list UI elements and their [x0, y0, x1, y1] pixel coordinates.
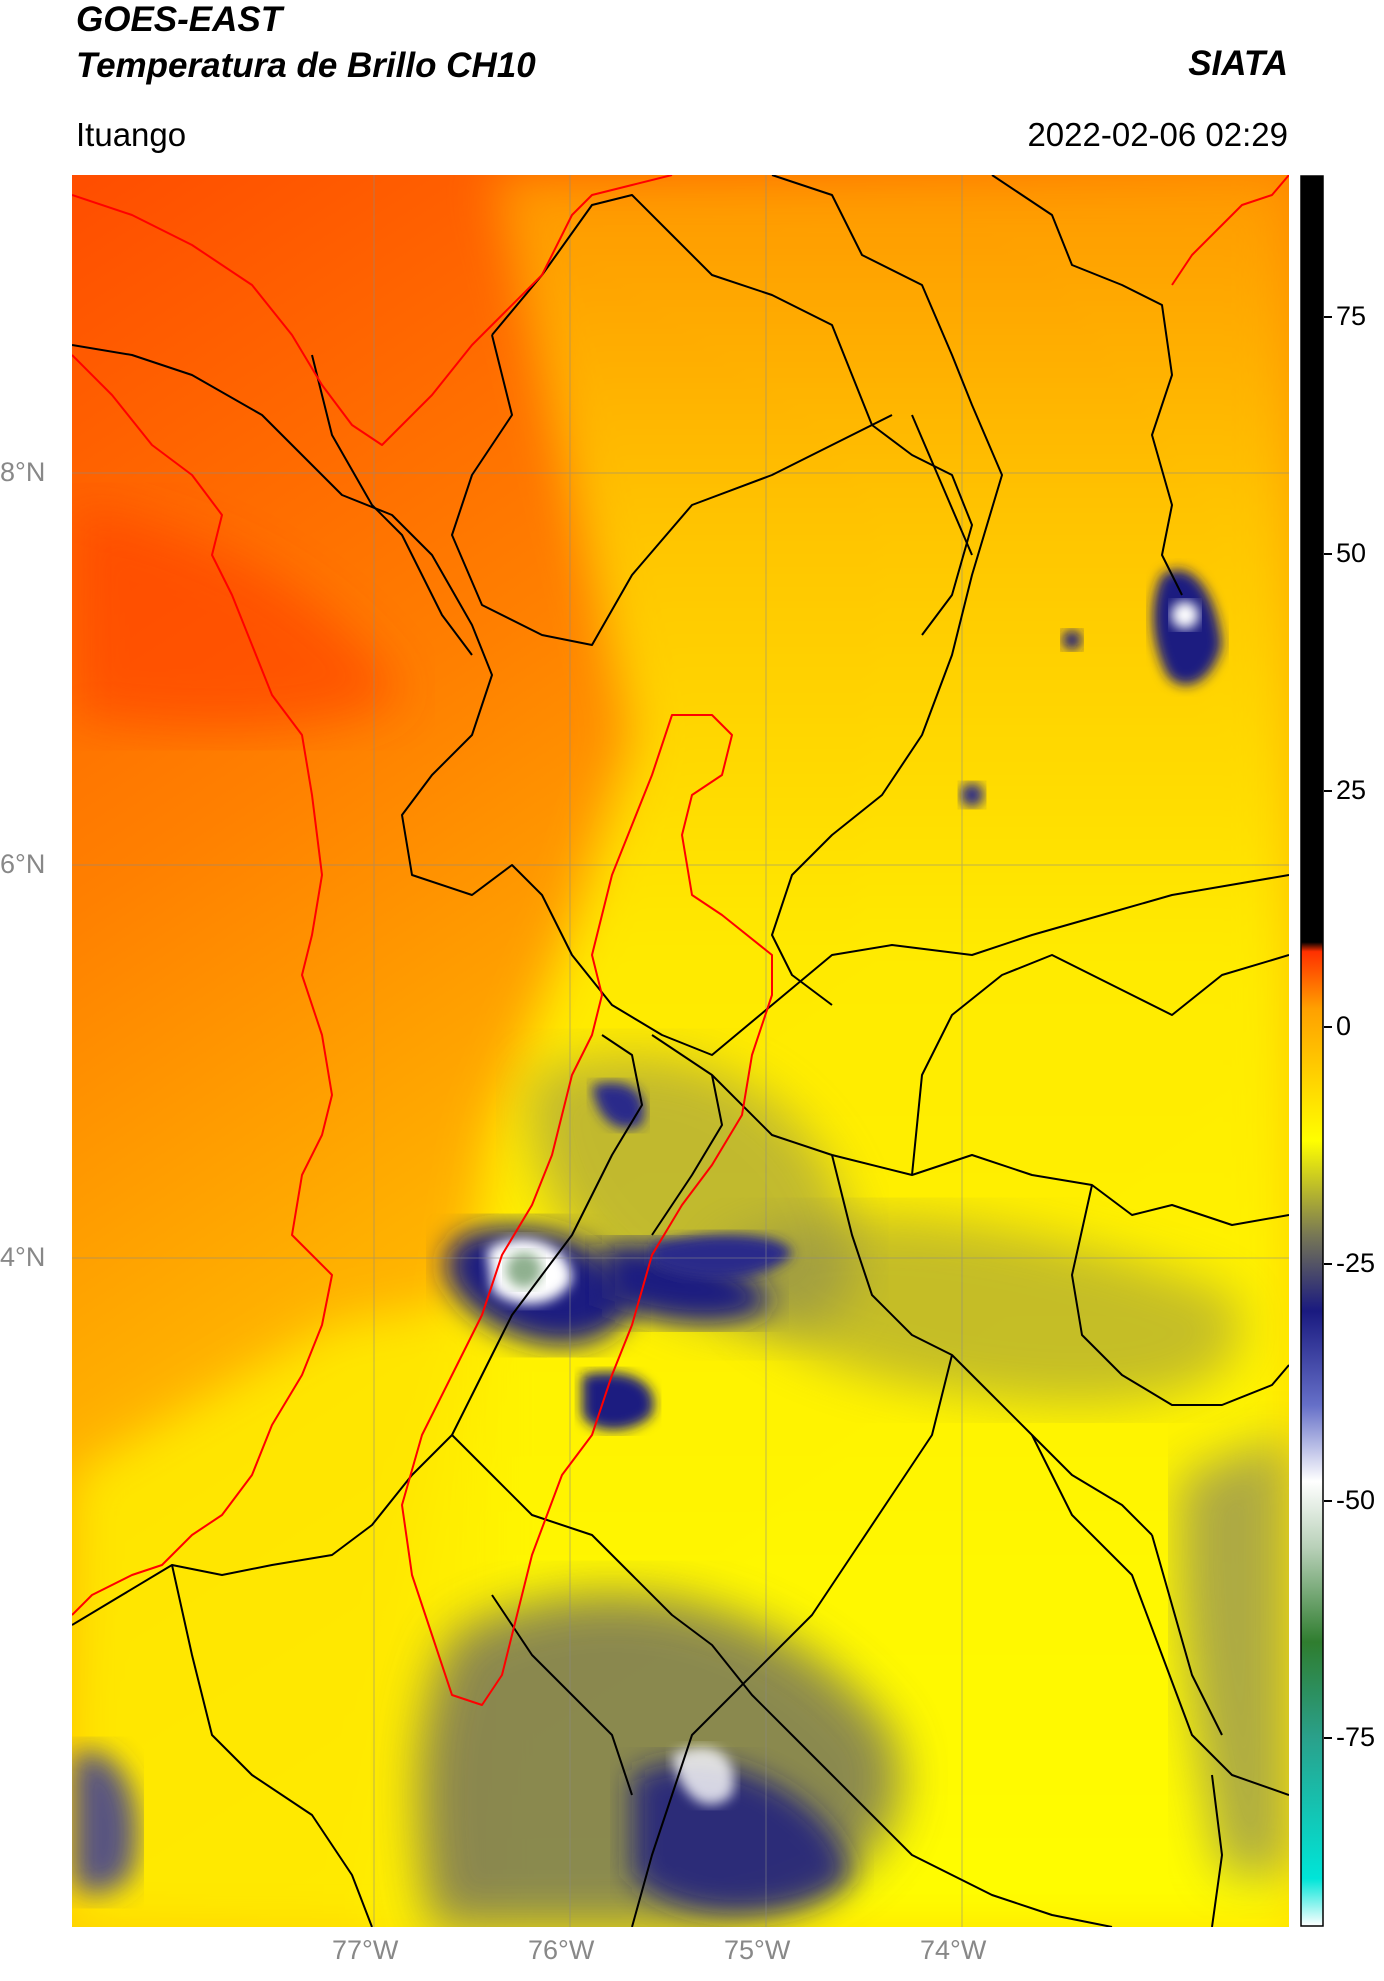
colorbar-tick-mark: [1324, 1026, 1332, 1029]
lat-label-6n: 6°N: [0, 849, 46, 879]
colorbar: [1300, 175, 1324, 1927]
colorbar-tick-label: -25: [1336, 1248, 1376, 1279]
colorbar-tick-mark: [1324, 1263, 1332, 1266]
location-label: Ituango: [76, 116, 187, 153]
admin-boundaries: [72, 175, 1289, 1927]
product-title: Temperatura de Brillo CH10: [76, 46, 536, 85]
colorbar-tick-label: 0: [1336, 1011, 1352, 1042]
lat-label-4n: 4°N: [0, 1242, 46, 1272]
colorbar-tick-mark: [1324, 1736, 1332, 1739]
agency-label: SIATA: [1188, 44, 1288, 83]
colorbar-tick-label: 75: [1336, 301, 1367, 332]
colorbar-tick-label: 25: [1336, 774, 1367, 805]
colorbar-tick-label: 50: [1336, 537, 1367, 568]
datetime-label: 2022-02-06 02:29: [1027, 116, 1288, 153]
satellite-title: GOES-EAST: [76, 0, 283, 39]
gridlines: [72, 175, 1289, 1927]
colorbar-tick-label: -75: [1336, 1721, 1376, 1752]
colorbar-tick-mark: [1324, 552, 1332, 555]
colorbar-tick-mark: [1324, 1499, 1332, 1502]
lat-label-8n: 8°N: [0, 457, 46, 487]
colorbar-tick-mark: [1324, 789, 1332, 792]
coastline-and-river: [72, 175, 1289, 1706]
cloud-cells: [72, 569, 1289, 1927]
colorbar-tick-label: -50: [1336, 1484, 1376, 1515]
warm-core: [72, 505, 402, 729]
temperature-field-south: [72, 1295, 492, 1927]
satellite-map[interactable]: [72, 175, 1289, 1927]
colorbar-tick-mark: [1324, 316, 1332, 319]
